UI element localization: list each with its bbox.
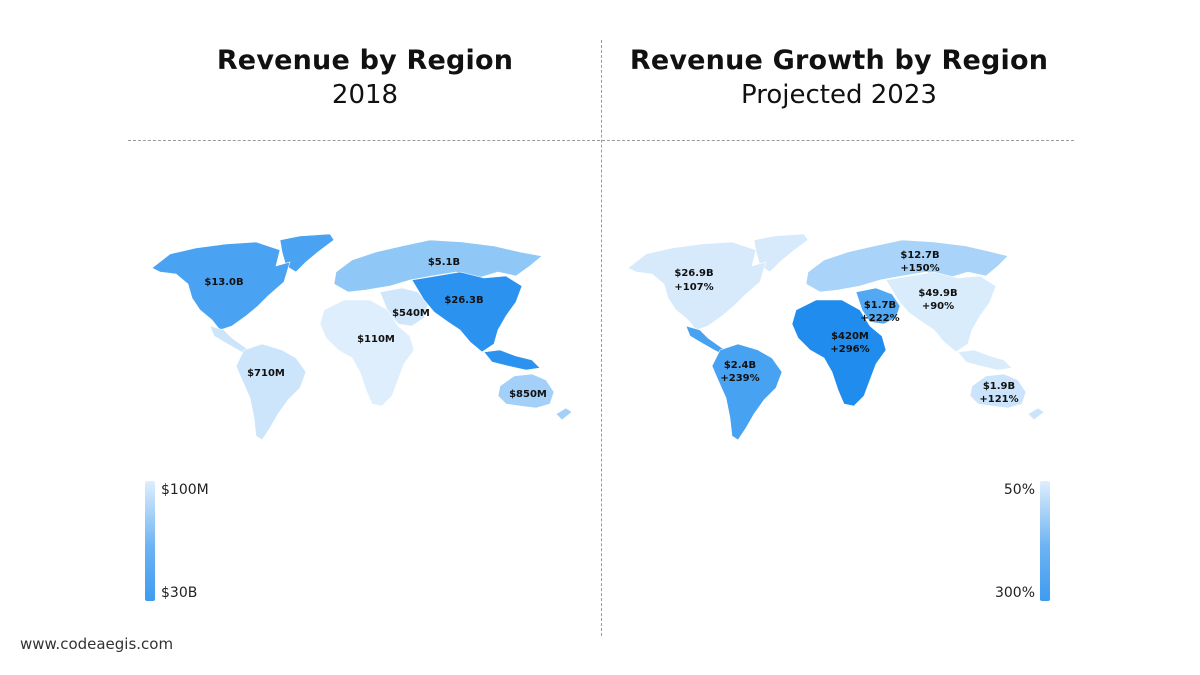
- left-world-map: $13.0B $5.1B $26.3B $540M $110M $710M $8…: [151, 233, 573, 441]
- right-label-south-america-amount: $2.4B: [724, 360, 756, 371]
- right-label-australia-growth: +121%: [979, 394, 1018, 405]
- right-label-africa-amount: $420M: [831, 331, 869, 342]
- right-region-asia-islands[interactable]: [957, 349, 1013, 371]
- left-region-asia-islands[interactable]: [483, 349, 541, 371]
- left-legend-gradient-bar: [145, 481, 155, 601]
- right-label-russia-growth: +150%: [900, 263, 939, 274]
- right-world-map: $26.9B +107% $12.7B +150% $49.9B +90% $1…: [627, 233, 1045, 441]
- left-region-new-zealand[interactable]: [555, 407, 573, 421]
- right-region-greenland[interactable]: [753, 233, 809, 273]
- right-legend-bottom-label: 300%: [994, 585, 1035, 601]
- left-legend-top-label: $100M: [161, 482, 209, 498]
- right-region-africa[interactable]: [791, 299, 887, 407]
- left-label-africa: $110M: [357, 334, 395, 345]
- right-region-australia[interactable]: [969, 373, 1027, 409]
- right-region-russia[interactable]: [805, 239, 1009, 293]
- left-label-asia: $26.3B: [444, 295, 483, 306]
- left-label-south-america: $710M: [247, 368, 285, 379]
- right-chart-subtitle: Projected 2023: [741, 80, 937, 110]
- right-label-north-america-growth: +107%: [674, 282, 713, 293]
- right-label-south-america-growth: +239%: [720, 373, 759, 384]
- left-label-russia: $5.1B: [428, 257, 460, 268]
- right-region-new-zealand[interactable]: [1027, 407, 1045, 421]
- footer-website[interactable]: www.codeaegis.com: [20, 635, 174, 653]
- left-chart-title: Revenue by Region: [216, 45, 514, 76]
- right-label-australia-amount: $1.9B: [983, 381, 1015, 392]
- left-region-russia[interactable]: [333, 239, 543, 293]
- left-region-south-america[interactable]: [235, 343, 307, 441]
- right-label-asia-amount: $49.9B: [918, 288, 957, 299]
- right-region-south-america[interactable]: [711, 343, 783, 441]
- right-legend-gradient-bar: [1040, 481, 1050, 601]
- left-region-asia[interactable]: [411, 271, 523, 353]
- right-title-block: Revenue Growth by Region Projected 2023: [602, 44, 1076, 112]
- vertical-divider: [601, 40, 602, 636]
- left-region-africa[interactable]: [319, 299, 415, 407]
- left-label-australia: $850M: [509, 389, 547, 400]
- right-label-africa-growth: +296%: [830, 344, 869, 355]
- left-legend-bottom-label: $30B: [161, 585, 198, 601]
- left-region-australia[interactable]: [497, 373, 555, 409]
- left-region-north-america[interactable]: [151, 241, 291, 331]
- right-legend-top-label: 50%: [1003, 482, 1035, 498]
- right-region-asia[interactable]: [885, 271, 997, 353]
- right-region-north-america[interactable]: [627, 241, 767, 331]
- right-chart-title: Revenue Growth by Region: [629, 45, 1049, 76]
- right-label-north-america-amount: $26.9B: [674, 268, 713, 279]
- right-region-middle-east[interactable]: [855, 287, 901, 325]
- right-label-middle-east-amount: $1.7B: [864, 300, 896, 311]
- left-chart-subtitle: 2018: [331, 80, 399, 110]
- left-label-middle-east: $540M: [392, 308, 430, 319]
- right-label-asia-growth: +90%: [922, 301, 954, 312]
- right-label-middle-east-growth: +222%: [860, 313, 899, 324]
- left-region-greenland[interactable]: [279, 233, 335, 273]
- right-label-russia-amount: $12.7B: [900, 250, 939, 261]
- left-title-block: Revenue by Region 2018: [128, 44, 602, 112]
- left-label-north-america: $13.0B: [204, 277, 243, 288]
